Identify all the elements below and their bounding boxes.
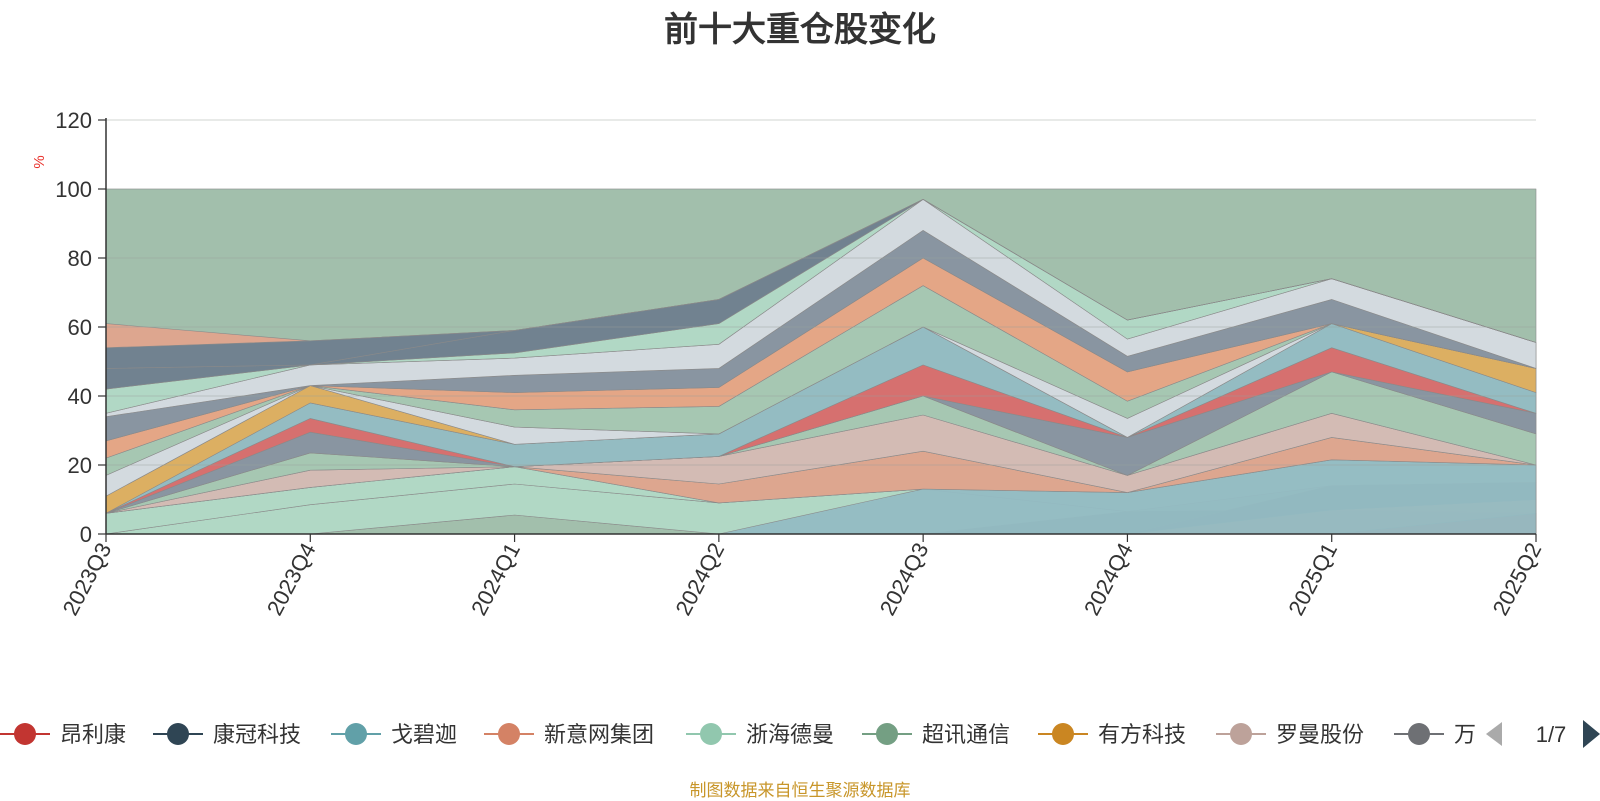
y-tick-label: 100	[55, 177, 92, 202]
legend-label: 超讯通信	[922, 723, 1010, 748]
legend-item[interactable]: 康冠科技	[153, 723, 301, 748]
legend-item[interactable]: 有方科技	[1038, 723, 1186, 748]
legend-label: 戈碧迦	[391, 723, 457, 748]
area-band-26	[105, 199, 1537, 349]
legend-circle-marker	[1230, 723, 1252, 745]
legend-label: 浙海德曼	[746, 723, 834, 748]
x-tick-label: 2024Q4	[1079, 539, 1138, 620]
legend-item[interactable]: 万	[1394, 723, 1476, 748]
x-tick-label: 2024Q2	[670, 539, 729, 620]
legend-circle-marker	[876, 723, 898, 745]
legend-label: 新意网集团	[544, 723, 654, 748]
legend: 昂利康 康冠科技 戈碧迦 新意网集团 浙海德曼 超讯通信 有方科技 罗曼股份 万 1/7	[0, 712, 1600, 756]
y-tick-label: 0	[80, 522, 92, 547]
legend-item[interactable]: 浙海德曼	[686, 723, 834, 748]
legend-circle-marker	[498, 723, 520, 745]
legend-circle-marker	[167, 723, 189, 745]
legend-item[interactable]: 罗曼股份	[1216, 723, 1364, 748]
legend-label: 有方科技	[1098, 723, 1186, 748]
y-tick-label: 20	[68, 453, 92, 478]
chart-title: 前十大重仓股变化	[664, 10, 936, 50]
x-tick-label: 2024Q3	[875, 539, 934, 620]
y-tick-label: 40	[68, 384, 92, 409]
y-tick-label: 80	[68, 246, 92, 271]
source-note: 制图数据来自恒生聚源数据库	[689, 781, 911, 801]
legend-label: 康冠科技	[213, 723, 301, 748]
legend-circle-marker	[14, 723, 36, 745]
area-bands	[105, 188, 1537, 535]
x-tick-label: 2023Q3	[58, 539, 117, 620]
y-axis-unit-label: %	[31, 155, 48, 168]
x-tick-label: 2025Q2	[1488, 539, 1547, 620]
legend-svg: 昂利康 康冠科技 戈碧迦 新意网集团 浙海德曼 超讯通信 有方科技 罗曼股份 万 1/7	[0, 720, 1600, 748]
legend-page-indicator: 1/7	[1536, 722, 1567, 747]
legend-item[interactable]: 戈碧迦	[331, 723, 457, 748]
legend-next-arrow-icon[interactable]	[1583, 720, 1600, 748]
legend-circle-marker	[700, 723, 722, 745]
x-tick-label: 2024Q1	[466, 539, 525, 620]
legend-item[interactable]: 新意网集团	[484, 723, 654, 748]
legend-items: 昂利康 康冠科技 戈碧迦 新意网集团 浙海德曼 超讯通信 有方科技 罗曼股份 万	[0, 723, 1476, 748]
legend-item[interactable]: 超讯通信	[862, 723, 1010, 748]
legend-circle-marker	[345, 723, 367, 745]
legend-label: 万	[1454, 723, 1476, 748]
y-tick-label: 60	[68, 315, 92, 340]
legend-label: 昂利康	[60, 723, 126, 748]
x-tick-label: 2025Q1	[1283, 539, 1342, 620]
x-tick-label: 2023Q4	[262, 539, 321, 620]
legend-circle-marker	[1408, 723, 1430, 745]
legend-circle-marker	[1052, 723, 1074, 745]
legend-item[interactable]: 昂利康	[0, 723, 126, 748]
y-tick-label: 120	[55, 108, 92, 133]
grid-lines	[106, 119, 1536, 466]
legend-prev-arrow-icon[interactable]	[1486, 722, 1502, 746]
legend-label: 罗曼股份	[1276, 723, 1364, 748]
